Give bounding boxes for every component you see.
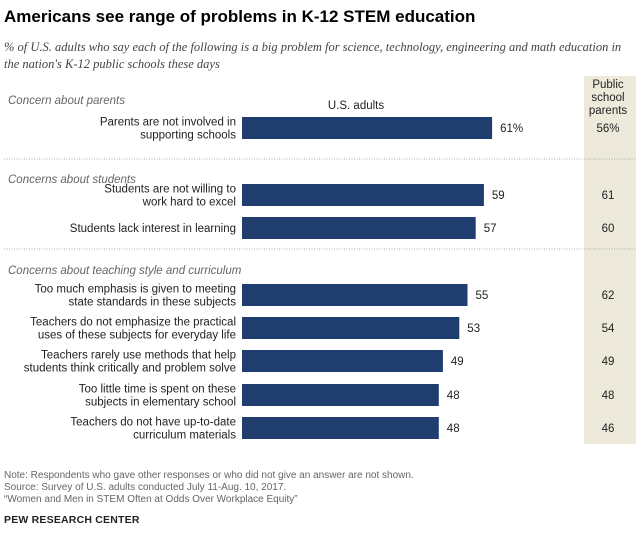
category-label: Too much emphasis is given to meeting [35, 284, 236, 296]
chart-subtitle: % of U.S. adults who say each of the fol… [4, 40, 622, 71]
parents-column-band [584, 76, 636, 444]
bar-value-label: 55 [476, 290, 489, 302]
column-header-parents: Public [592, 79, 624, 91]
bar-value-label: 48 [447, 423, 460, 435]
column-header-us-adults: U.S. adults [328, 100, 384, 112]
bar [242, 284, 468, 306]
bar-value-label: 59 [492, 190, 505, 202]
group-label: Concerns about students [8, 174, 136, 186]
bar-value-label: 49 [451, 356, 464, 368]
category-label: Too little time is spent on these [79, 384, 236, 396]
footnote-report: “Women and Men in STEM Often at Odds Ove… [4, 494, 298, 505]
category-label: work hard to excel [142, 197, 236, 209]
bar [242, 117, 493, 139]
category-label: uses of these subjects for everyday life [38, 330, 236, 342]
parents-value-label: 46 [602, 423, 615, 435]
parents-value-label: 48 [602, 390, 615, 402]
chart-title: Americans see range of problems in K-12 … [4, 7, 476, 26]
category-label: Students lack interest in learning [70, 223, 236, 235]
column-header-parents: parents [589, 105, 628, 117]
bar [242, 217, 476, 239]
parents-value-label: 49 [602, 356, 615, 368]
footnote-source: Source: Survey of U.S. adults conducted … [4, 482, 287, 493]
bar-value-label: 48 [447, 390, 460, 402]
bar [242, 184, 484, 206]
parents-value-label: 60 [602, 223, 615, 235]
bar [242, 350, 443, 372]
bar [242, 384, 439, 406]
category-label: Teachers do not emphasize the practical [30, 317, 236, 329]
parents-value-label: 56% [596, 123, 619, 135]
category-label: state standards in these subjects [69, 297, 237, 309]
parents-value-label: 61 [602, 190, 615, 202]
category-label: Parents are not involved in [100, 117, 236, 129]
category-label: Teachers do not have up-to-date [70, 417, 236, 429]
brand-logo-text: PEW RESEARCH CENTER [4, 514, 140, 526]
footnote-note: Note: Respondents who gave other respons… [4, 470, 414, 481]
parents-value-label: 62 [602, 290, 615, 302]
bar [242, 417, 439, 439]
column-header-parents: school [591, 92, 624, 104]
bar-value-label: 61% [500, 123, 523, 135]
category-label: Students are not willing to [104, 184, 236, 196]
category-label: Teachers rarely use methods that help [41, 350, 236, 362]
group-label: Concern about parents [8, 95, 125, 107]
category-label: subjects in elementary school [85, 397, 236, 409]
category-label: supporting schools [140, 130, 236, 142]
group-label: Concerns about teaching style and curric… [8, 265, 242, 277]
category-label: students think critically and problem so… [24, 363, 236, 375]
bar [242, 317, 460, 339]
parents-value-label: 54 [602, 323, 615, 335]
bar-value-label: 53 [467, 323, 480, 335]
bar-value-label: 57 [484, 223, 497, 235]
category-label: curriculum materials [133, 430, 236, 442]
